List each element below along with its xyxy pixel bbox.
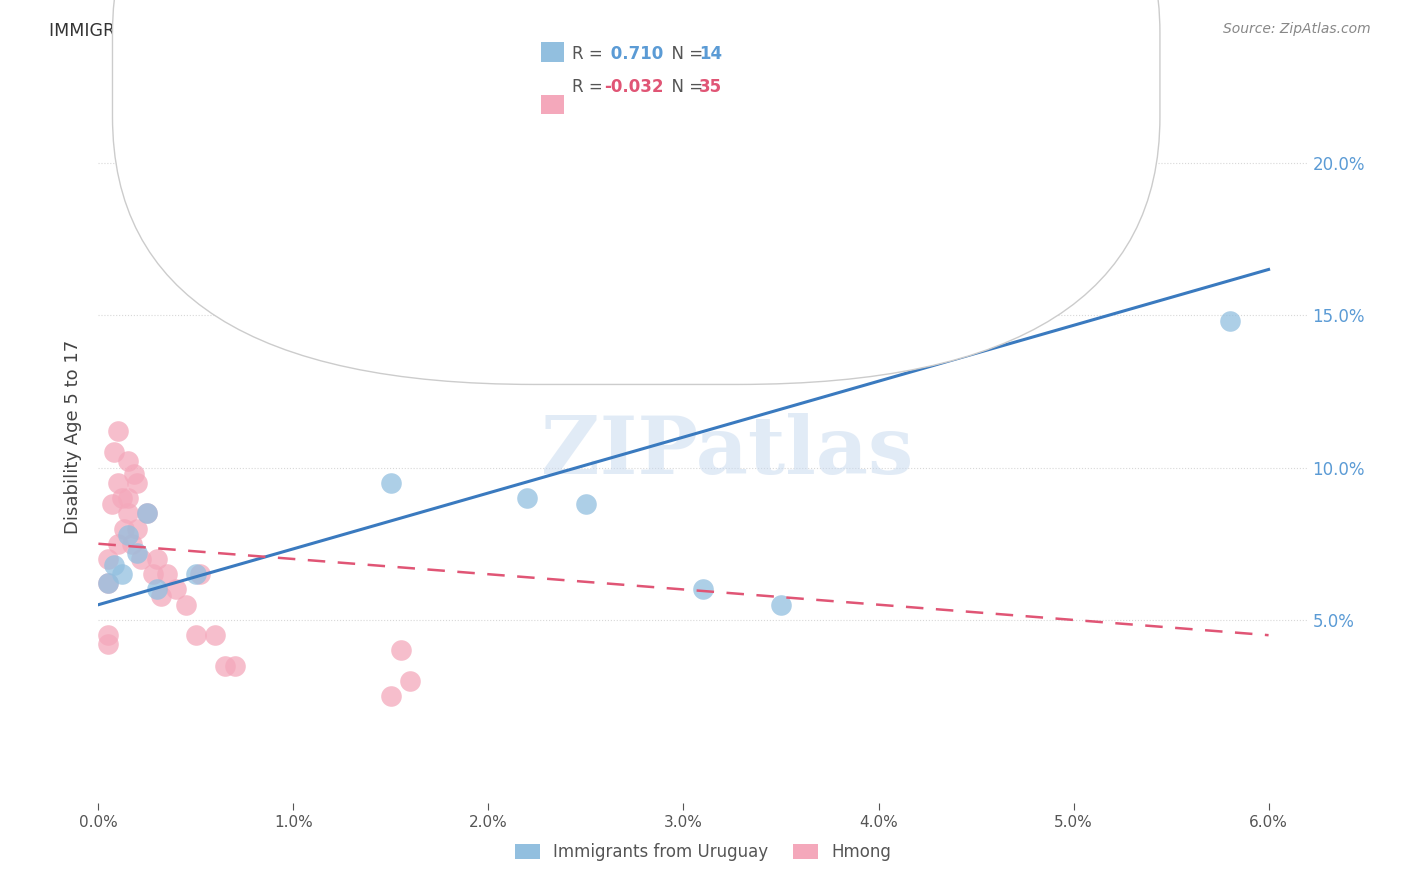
Point [117,454,139,468]
Point [165,582,187,597]
Point [146,582,169,597]
Legend: Immigrants from Uruguay, Hmong: Immigrants from Uruguay, Hmong [508,837,898,868]
Point [214,658,236,673]
Point [146,552,169,566]
Text: -0.032: -0.032 [605,78,664,96]
Point [107,537,129,551]
Point [117,527,139,541]
Text: ZIPatlas: ZIPatlas [541,413,914,491]
Point [575,232,598,246]
Point [127,521,149,535]
Text: 35: 35 [699,78,721,96]
Point [103,445,125,459]
Point [156,567,179,582]
Point [107,475,129,490]
Point [575,497,598,511]
Text: R =: R = [572,45,609,62]
Point [97,576,120,591]
Point [111,491,134,505]
Text: Source: ZipAtlas.com: Source: ZipAtlas.com [1223,22,1371,37]
Point [103,558,125,573]
Point [131,552,153,566]
Point [107,424,129,438]
Text: N =: N = [661,45,709,62]
Point [380,689,402,703]
Point [97,628,120,642]
Point [101,497,124,511]
Point [112,521,135,535]
Point [769,598,792,612]
Point [121,537,143,551]
Point [97,552,120,566]
Point [117,491,139,505]
Point [136,506,159,520]
Point [142,567,165,582]
Point [380,475,402,490]
Text: 14: 14 [699,45,721,62]
Point [127,475,149,490]
Point [117,506,139,520]
Point [97,637,120,651]
Point [122,467,145,481]
Point [1219,314,1241,328]
Point [692,582,714,597]
Text: 0.710: 0.710 [605,45,662,62]
Point [224,658,246,673]
Point [136,506,159,520]
Point [174,598,197,612]
Text: IMMIGRANTS FROM URUGUAY VS HMONG DISABILITY AGE 5 TO 17 CORRELATION CHART: IMMIGRANTS FROM URUGUAY VS HMONG DISABIL… [49,22,821,40]
Point [184,628,207,642]
Text: R =: R = [572,78,609,96]
Point [97,576,120,591]
Point [184,567,207,582]
Point [204,628,226,642]
Point [127,546,149,560]
Point [516,491,538,505]
Point [399,673,422,688]
Point [389,643,412,657]
Point [149,589,172,603]
Point [111,567,134,582]
Y-axis label: Disability Age 5 to 17: Disability Age 5 to 17 [65,340,83,534]
Text: N =: N = [661,78,709,96]
Point [188,567,211,582]
